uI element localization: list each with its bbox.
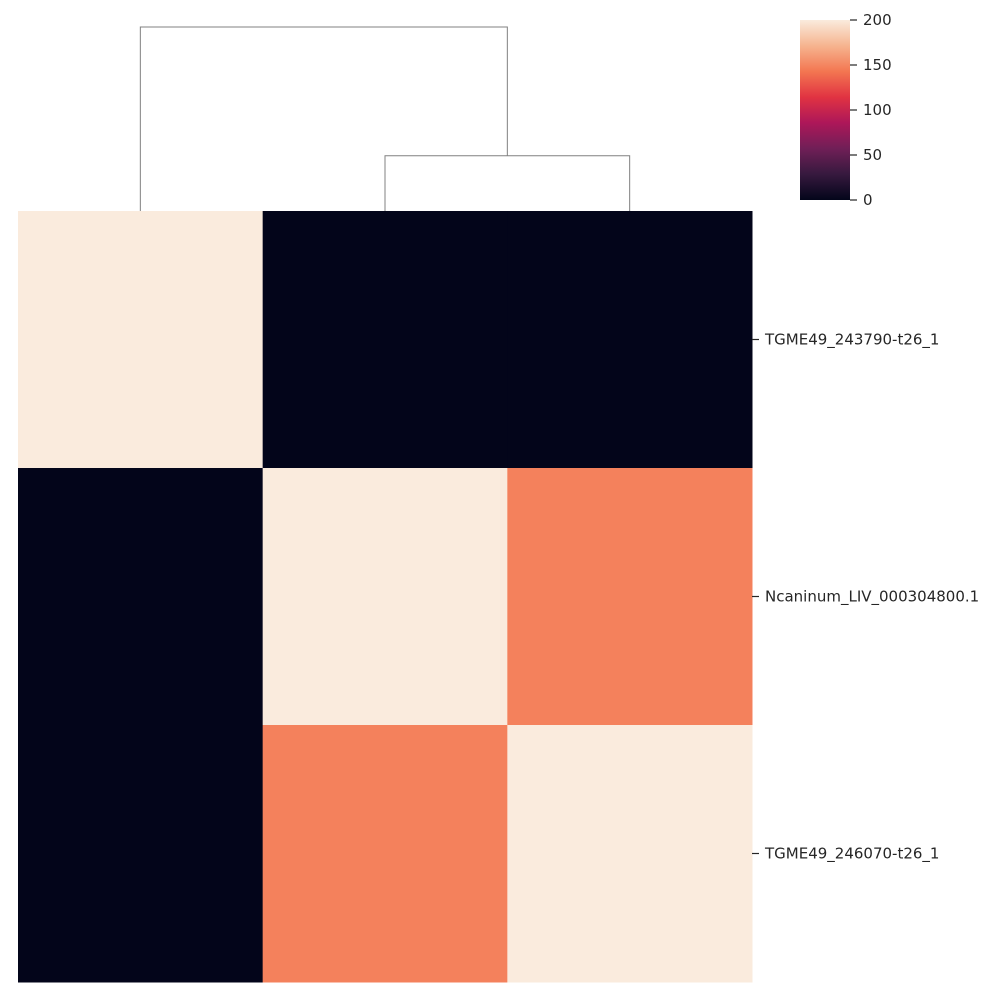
heatmap-cell [262, 725, 508, 983]
heatmap-cell [18, 468, 264, 726]
heatmap-cell [507, 468, 753, 726]
row-label: Ncaninum_LIV_000304800.1 [765, 588, 979, 607]
row-axis: TGME49_243790-t26_1 Ncaninum_LIV_00030480… [752, 331, 979, 864]
column-dendrogram [139, 26, 631, 211]
row-label: TGME49_246070-t26_1 [764, 845, 939, 864]
dendrogram-link [139, 26, 508, 211]
colorbar-tick-label: 100 [863, 101, 892, 119]
colorbar-gradient [800, 20, 850, 200]
heatmap-cell [262, 468, 508, 726]
colorbar-tick-label: 200 [863, 11, 892, 29]
colorbar-tick-label: 50 [863, 146, 882, 164]
heatmap-cell [507, 211, 753, 469]
colorbar-tick-label: 0 [863, 191, 873, 209]
colorbar-tick-label: 150 [863, 56, 892, 74]
heatmap-cell [18, 725, 264, 983]
heatmap-cell [262, 211, 508, 469]
colorbar: 0 50 100 150 200 [800, 11, 892, 209]
dendrogram-link [384, 155, 631, 211]
heatmap-grid [18, 211, 753, 983]
heatmap-cell [18, 211, 264, 469]
row-label: TGME49_243790-t26_1 [764, 331, 939, 350]
heatmap-cell [507, 725, 753, 983]
